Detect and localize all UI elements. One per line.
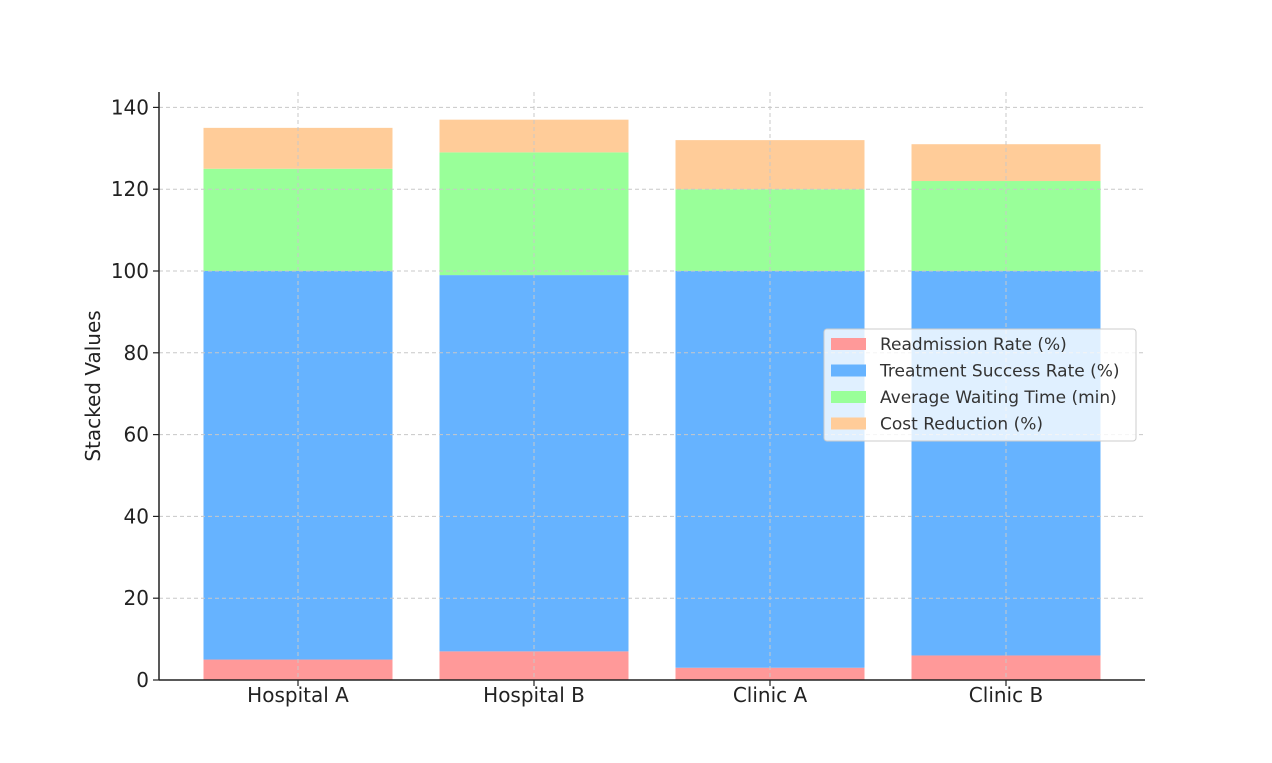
x-tick-label: Clinic B [969, 683, 1043, 707]
legend-box [823, 328, 1137, 442]
bar-segment [675, 189, 865, 271]
y-tick-label: 140 [111, 95, 149, 119]
legend-swatch [831, 391, 866, 403]
legend: Readmission Rate (%) Treatment Success Ra… [823, 328, 1137, 442]
legend-label: Average Waiting Time (min) [880, 388, 1117, 408]
legend-swatch [831, 417, 866, 430]
legend-label: Readmission Rate (%) [880, 335, 1067, 355]
y-tick-label: 100 [111, 259, 149, 283]
y-tick-label: 120 [111, 177, 149, 201]
y-tick-label: 40 [124, 504, 149, 528]
x-tick-label: Hospital B [483, 683, 585, 707]
legend-label: Treatment Success Rate (%) [879, 362, 1120, 382]
y-tick-labels: 0 20 40 60 80 100 120 140 [111, 95, 159, 692]
y-tick-label: 20 [124, 586, 149, 610]
y-axis-title: Stacked Values [81, 310, 105, 461]
y-tick-label: 80 [124, 341, 149, 365]
y-tick-label: 0 [136, 668, 149, 692]
x-tick-label: Hospital A [247, 683, 349, 707]
axes [158, 92, 1145, 681]
y-tick-label: 60 [124, 423, 149, 447]
x-tick-label: Clinic A [733, 683, 808, 707]
legend-swatch [831, 364, 866, 377]
x-tick-labels: Hospital A Hospital B Clinic A Clinic B [247, 680, 1043, 707]
legend-label: Cost Reduction (%) [880, 415, 1043, 435]
legend-swatch [831, 338, 866, 350]
